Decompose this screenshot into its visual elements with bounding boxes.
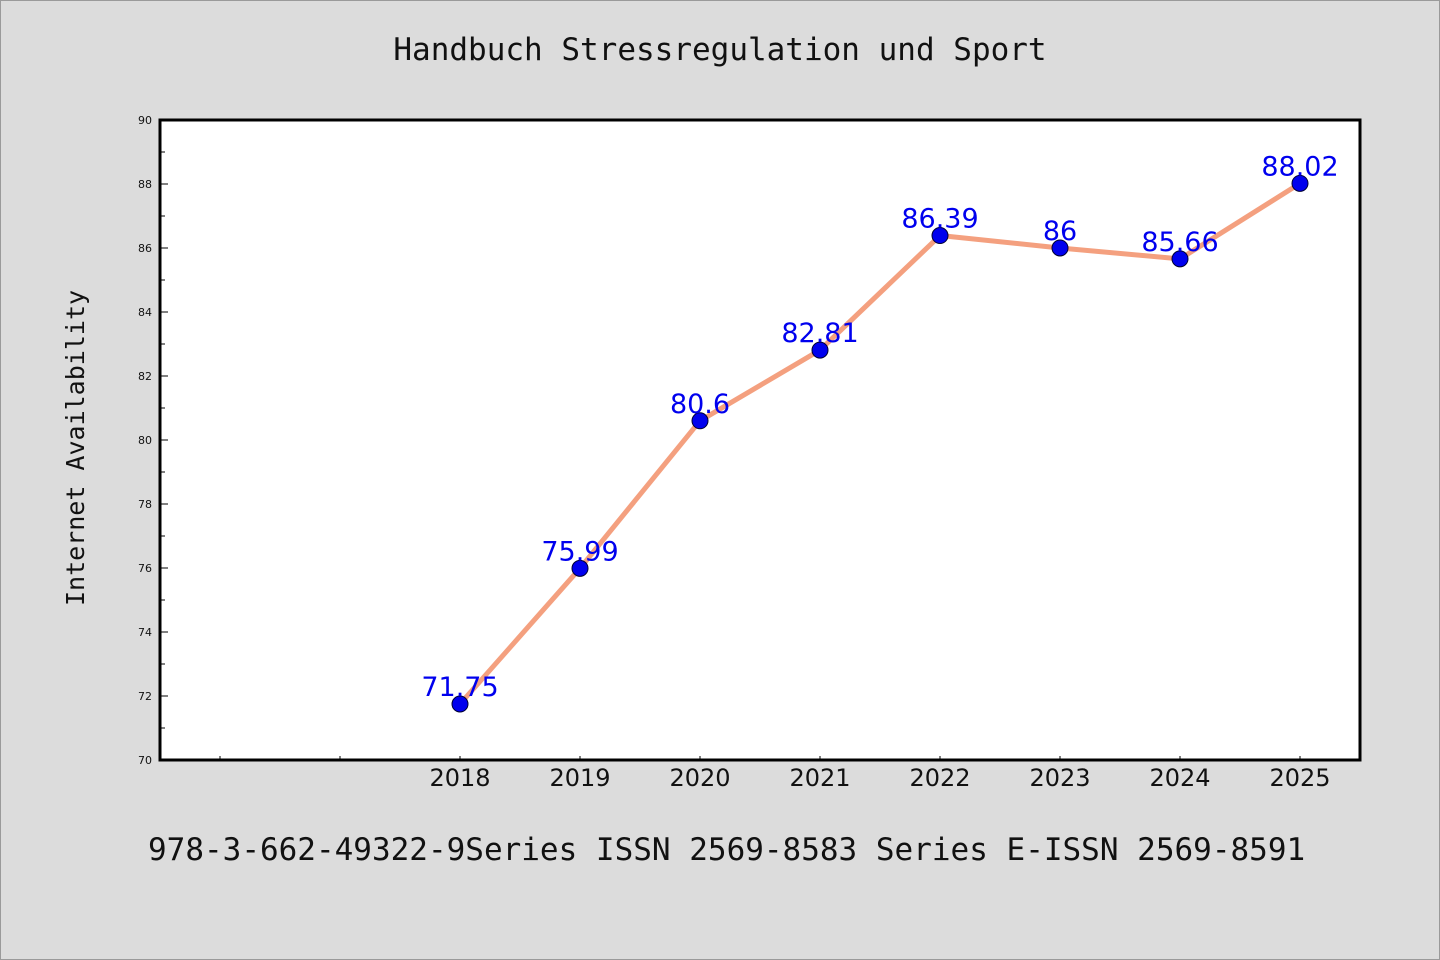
y-tick-label: 72 xyxy=(138,690,152,703)
x-tick-label: 2018 xyxy=(429,764,490,792)
data-point xyxy=(451,695,469,713)
data-point xyxy=(1291,174,1309,192)
data-label: 86.39 xyxy=(901,204,978,235)
series-line xyxy=(458,181,1302,706)
data-point xyxy=(691,412,709,430)
footer-text: 978-3-662-49322-9Series ISSN 2569-8583 S… xyxy=(148,832,1306,868)
data-point xyxy=(571,559,589,577)
y-tick-label: 78 xyxy=(138,498,152,511)
x-tick-label: 2020 xyxy=(669,764,730,792)
y-tick-label: 90 xyxy=(138,114,152,127)
plot-area xyxy=(158,118,1362,762)
chart-title: Handbuch Stressregulation und Sport xyxy=(393,32,1047,68)
data-label: 75.99 xyxy=(541,536,618,567)
data-point xyxy=(931,227,949,245)
y-tick-label: 82 xyxy=(138,370,152,383)
x-tick-label: 2024 xyxy=(1149,764,1210,792)
data-point xyxy=(1171,250,1189,268)
data-label: 71.75 xyxy=(421,672,498,703)
data-label: 86 xyxy=(1043,216,1077,247)
x-tick-label: 2022 xyxy=(909,764,970,792)
data-label: 88.02 xyxy=(1261,151,1338,182)
y-axis-label: Internet Availability xyxy=(61,290,90,606)
y-tick-label: 88 xyxy=(138,178,152,191)
y-tick-label: 84 xyxy=(138,306,152,319)
y-tick-label: 80 xyxy=(138,434,152,447)
y-tick-label: 70 xyxy=(138,754,152,767)
x-tick-label: 2021 xyxy=(789,764,850,792)
data-point xyxy=(811,341,829,359)
x-tick-label: 2019 xyxy=(549,764,610,792)
y-tick-label: 76 xyxy=(138,562,152,575)
data-point xyxy=(1051,239,1069,257)
y-axis: 70 72 74 76 78 80 82 84 86 88 90 xyxy=(138,114,168,767)
x-axis: 2018 2019 2020 2021 2022 2023 2024 2025 xyxy=(219,756,1331,792)
data-label: 80.6 xyxy=(670,389,730,420)
x-tick-label: 2023 xyxy=(1029,764,1090,792)
data-labels: 71.75 75.99 80.6 82.81 86.39 86 85.66 88.02 xyxy=(421,151,1338,703)
x-tick-label: 2025 xyxy=(1269,764,1330,792)
data-label: 85.66 xyxy=(1141,227,1218,258)
data-points xyxy=(451,174,1309,713)
y-tick-label: 86 xyxy=(138,242,152,255)
series-line-group xyxy=(458,181,1302,706)
data-label: 82.81 xyxy=(781,318,858,349)
y-tick-label: 74 xyxy=(138,626,152,639)
